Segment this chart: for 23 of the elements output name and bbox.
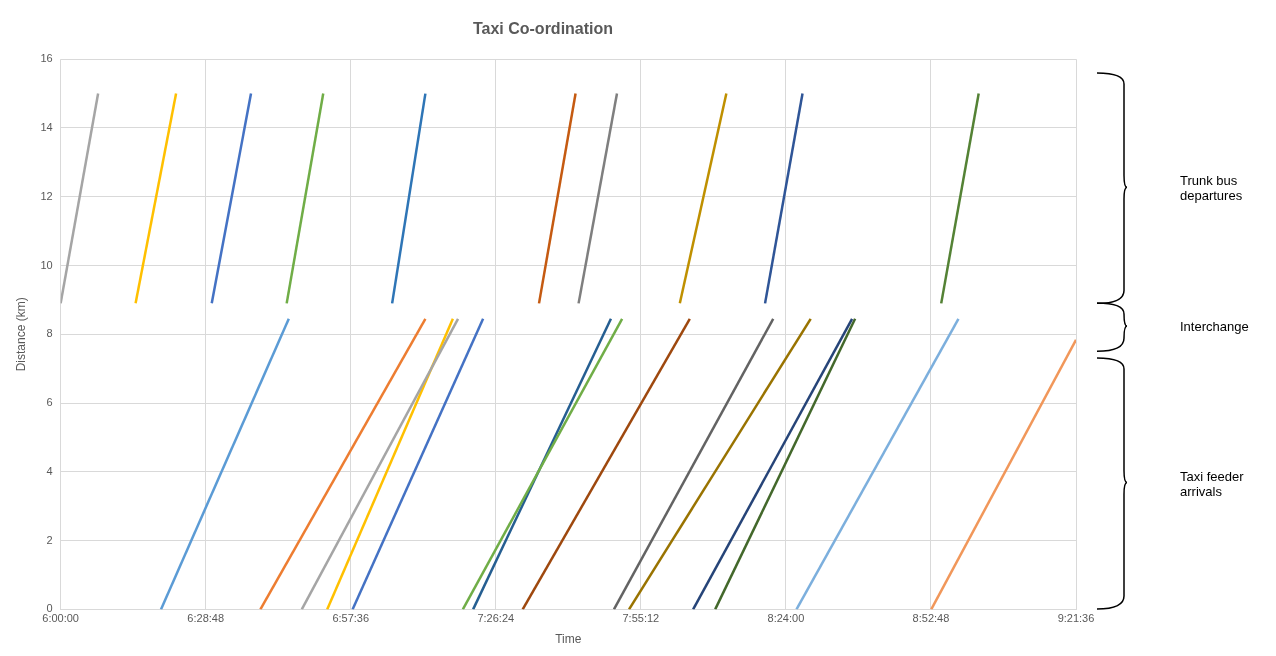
x-tick-label: 8:52:48 bbox=[912, 612, 950, 625]
x-tick-label: 7:55:12 bbox=[622, 612, 660, 625]
x-axis-title: Time bbox=[555, 632, 582, 647]
x-tick-label: 6:00:00 bbox=[42, 612, 79, 625]
y-tick-label: 4 bbox=[46, 464, 53, 477]
x-tick-label: 8:24:00 bbox=[767, 612, 805, 625]
text: Trunk bus departures bbox=[1180, 173, 1244, 204]
x-tick-label: 6:28:48 bbox=[187, 612, 225, 625]
y-tick-label: 14 bbox=[40, 121, 53, 134]
text: Taxi feeder arrivals bbox=[1180, 468, 1245, 499]
x-tick-label: 9:21:36 bbox=[1057, 612, 1095, 625]
text: Interchange bbox=[1180, 319, 1250, 335]
y-tick-label: 16 bbox=[40, 52, 53, 65]
x-tick-label: 7:26:24 bbox=[477, 612, 515, 625]
chart-title: Taxi Co-ordination bbox=[472, 20, 614, 38]
y-tick-label: 10 bbox=[40, 258, 53, 271]
x-tick-label: 6:57:36 bbox=[332, 612, 370, 625]
y-tick-label: 2 bbox=[46, 533, 53, 546]
y-tick-label: 0 bbox=[46, 602, 53, 615]
y-tick-label: 12 bbox=[40, 189, 53, 202]
y-tick-label: 6 bbox=[46, 396, 53, 409]
y-axis-title: Distance (km) bbox=[13, 297, 28, 372]
y-tick-label: 8 bbox=[46, 327, 53, 340]
